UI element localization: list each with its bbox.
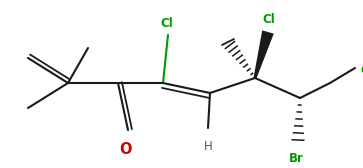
Text: H: H [204,140,212,153]
Text: O: O [120,142,132,157]
Text: Br: Br [289,152,303,165]
Text: Cl: Cl [360,64,363,76]
Text: Cl: Cl [262,13,276,26]
Text: Cl: Cl [160,17,174,30]
Polygon shape [254,30,274,78]
